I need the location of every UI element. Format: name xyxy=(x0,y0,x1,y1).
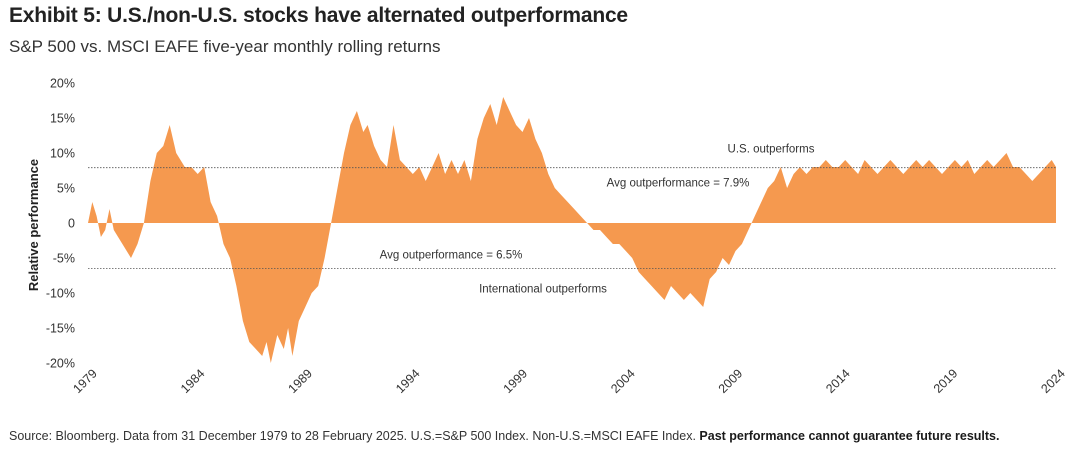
source-disclaimer: Past performance cannot guarantee future… xyxy=(699,429,1000,443)
y-tick-label: -5% xyxy=(53,252,75,266)
y-tick-label: 20% xyxy=(50,77,75,91)
reference-lines: U.S. outperforms Avg outperformance = 7.9… xyxy=(88,144,1056,296)
y-tick-label: 15% xyxy=(50,112,75,126)
x-tick-label: 1979 xyxy=(70,366,100,396)
y-tick-label: 0 xyxy=(68,217,75,231)
y-tick-label: -10% xyxy=(46,287,75,301)
chart-svg: U.S. outperforms Avg outperformance = 7.9… xyxy=(26,77,1068,396)
y-tick-label: 5% xyxy=(57,182,75,196)
area-layer xyxy=(88,97,1056,363)
intl-avg-label: Avg outperformance = 6.5% xyxy=(380,250,523,262)
x-tick-label: 2019 xyxy=(931,366,961,396)
x-tick-label: 1999 xyxy=(501,366,531,396)
x-tick-label: 2009 xyxy=(716,366,746,396)
us-avg-label: Avg outperformance = 7.9% xyxy=(607,178,750,190)
us-outperforms-label: U.S. outperforms xyxy=(728,144,815,156)
y-tick-label: -15% xyxy=(46,322,75,336)
y-tick-label: -20% xyxy=(46,357,75,371)
source-text: Source: Bloomberg. Data from 31 December… xyxy=(9,429,700,443)
y-axis-label: Relative performance xyxy=(26,159,41,291)
relative-performance-area xyxy=(88,97,1056,363)
x-axis-ticks: 1979 1984 1989 1994 1999 2004 2009 2014 2019 2024 xyxy=(70,366,1068,396)
chart-title: Exhibit 5: U.S./non-U.S. stocks have alt… xyxy=(9,4,628,27)
chart-subtitle: S&P 500 vs. MSCI EAFE five-year monthly … xyxy=(9,37,441,56)
x-tick-label: 2014 xyxy=(823,366,853,396)
intl-outperforms-label: International outperforms xyxy=(479,284,607,296)
source-note: Source: Bloomberg. Data from 31 December… xyxy=(9,428,1064,445)
x-tick-label: 1984 xyxy=(178,366,208,396)
y-tick-label: 10% xyxy=(50,147,75,161)
x-tick-label: 1994 xyxy=(393,366,423,396)
x-tick-label: 2024 xyxy=(1038,366,1068,396)
x-tick-label: 1989 xyxy=(285,366,315,396)
x-tick-label: 2004 xyxy=(608,366,638,396)
y-axis-ticks: 20% 15% 10% 5% 0 -5% -10% -15% -20% xyxy=(46,77,75,371)
